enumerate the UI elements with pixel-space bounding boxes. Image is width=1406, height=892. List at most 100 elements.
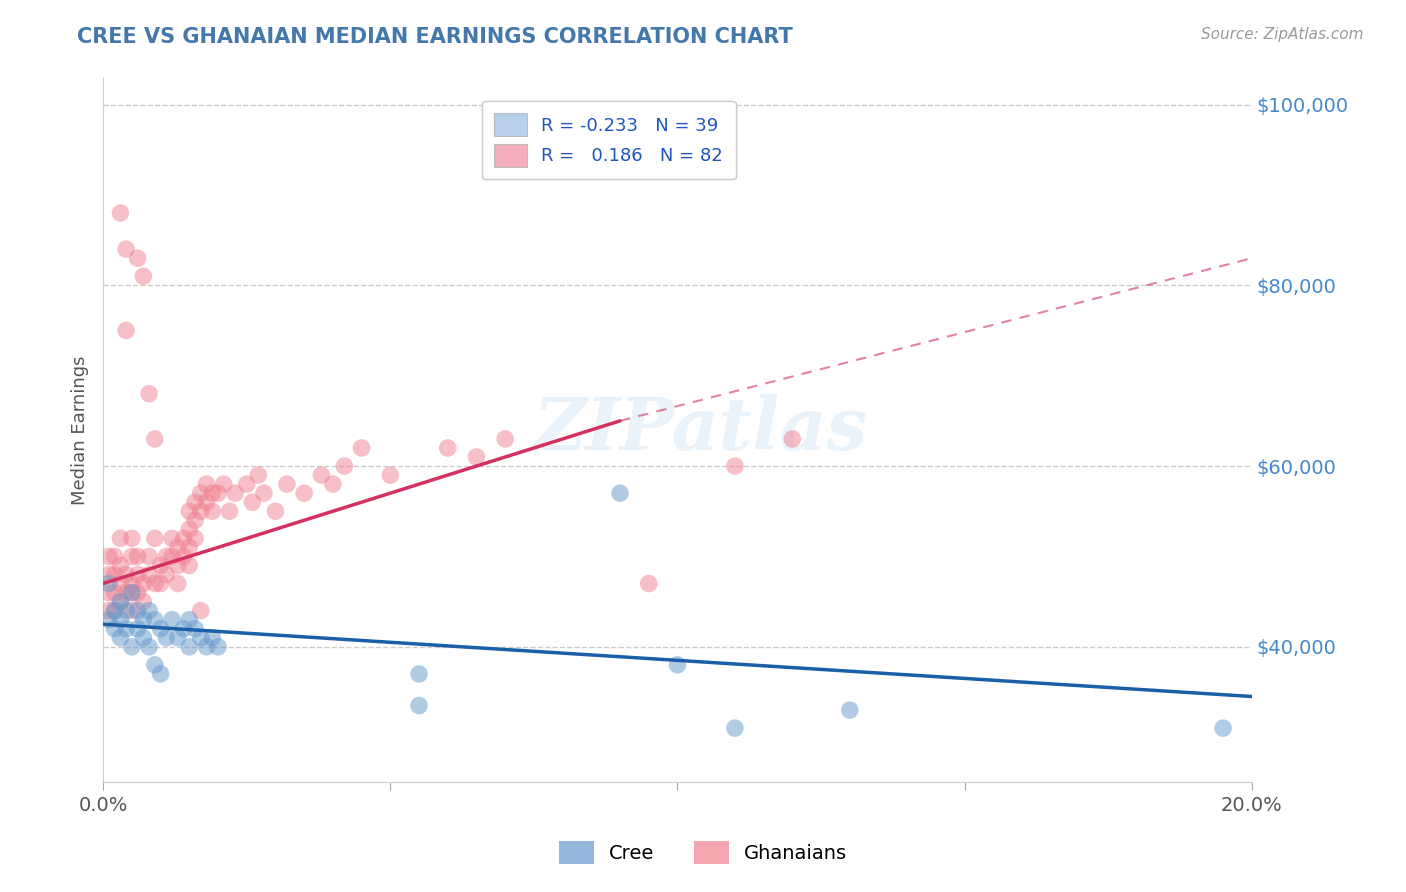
Point <box>110 576 132 591</box>
Point <box>609 486 631 500</box>
Point <box>179 541 201 555</box>
Point <box>190 486 212 500</box>
Point <box>465 450 488 464</box>
Point <box>104 567 127 582</box>
Point <box>160 613 183 627</box>
Point <box>179 504 201 518</box>
Point <box>121 585 143 599</box>
Point <box>160 532 183 546</box>
Point <box>127 622 149 636</box>
Point <box>166 631 188 645</box>
Point <box>138 386 160 401</box>
Point <box>104 549 127 564</box>
Point <box>242 495 264 509</box>
Point <box>104 604 127 618</box>
Point <box>149 576 172 591</box>
Point <box>190 631 212 645</box>
Point <box>637 576 659 591</box>
Point <box>127 585 149 599</box>
Legend: R = -0.233   N = 39, R =   0.186   N = 82: R = -0.233 N = 39, R = 0.186 N = 82 <box>482 101 735 179</box>
Point <box>333 458 356 473</box>
Point <box>138 640 160 654</box>
Point <box>253 486 276 500</box>
Point <box>138 604 160 618</box>
Point <box>110 613 132 627</box>
Point <box>494 432 516 446</box>
Text: CREE VS GHANAIAN MEDIAN EARNINGS CORRELATION CHART: CREE VS GHANAIAN MEDIAN EARNINGS CORRELA… <box>77 27 793 46</box>
Point <box>201 486 224 500</box>
Point <box>184 513 207 527</box>
Point <box>121 640 143 654</box>
Point <box>127 549 149 564</box>
Point <box>127 251 149 265</box>
Point <box>195 495 218 509</box>
Point <box>179 613 201 627</box>
Point <box>143 576 166 591</box>
Point <box>218 504 240 518</box>
Point <box>104 585 127 599</box>
Point <box>127 604 149 618</box>
Point <box>115 242 138 256</box>
Point <box>132 594 155 608</box>
Point <box>207 640 229 654</box>
Point <box>110 631 132 645</box>
Point <box>97 585 120 599</box>
Point <box>292 486 315 500</box>
Point <box>436 441 458 455</box>
Point <box>179 558 201 573</box>
Point <box>184 532 207 546</box>
Point <box>311 468 333 483</box>
Point <box>110 594 132 608</box>
Point <box>155 631 177 645</box>
Point <box>97 576 120 591</box>
Point <box>110 206 132 220</box>
Point <box>115 324 138 338</box>
Point <box>121 604 143 618</box>
Point <box>184 495 207 509</box>
Point <box>166 558 188 573</box>
Point <box>380 468 402 483</box>
Point <box>115 567 138 582</box>
Point <box>666 657 689 672</box>
Point <box>195 640 218 654</box>
Point <box>247 468 270 483</box>
Point <box>132 269 155 284</box>
Point <box>149 667 172 681</box>
Point <box>1212 721 1234 735</box>
Point <box>155 567 177 582</box>
Legend: Cree, Ghanaians: Cree, Ghanaians <box>548 831 858 873</box>
Point <box>166 541 188 555</box>
Point <box>224 486 246 500</box>
Point <box>173 532 195 546</box>
Point <box>115 622 138 636</box>
Point <box>322 477 344 491</box>
Point <box>350 441 373 455</box>
Point <box>179 522 201 536</box>
Point <box>408 698 430 713</box>
Point <box>97 604 120 618</box>
Point <box>127 567 149 582</box>
Point <box>195 477 218 491</box>
Point <box>121 549 143 564</box>
Point <box>184 622 207 636</box>
Point <box>121 532 143 546</box>
Point <box>104 604 127 618</box>
Point <box>110 594 132 608</box>
Point <box>173 622 195 636</box>
Point <box>190 604 212 618</box>
Point <box>121 585 143 599</box>
Point <box>149 622 172 636</box>
Point <box>115 585 138 599</box>
Point <box>179 640 201 654</box>
Point <box>104 622 127 636</box>
Point <box>782 432 804 446</box>
Y-axis label: Median Earnings: Median Earnings <box>72 355 89 505</box>
Point <box>235 477 257 491</box>
Point <box>264 504 287 518</box>
Point <box>207 486 229 500</box>
Point <box>212 477 235 491</box>
Point <box>97 567 120 582</box>
Point <box>143 613 166 627</box>
Point <box>724 721 747 735</box>
Point <box>132 576 155 591</box>
